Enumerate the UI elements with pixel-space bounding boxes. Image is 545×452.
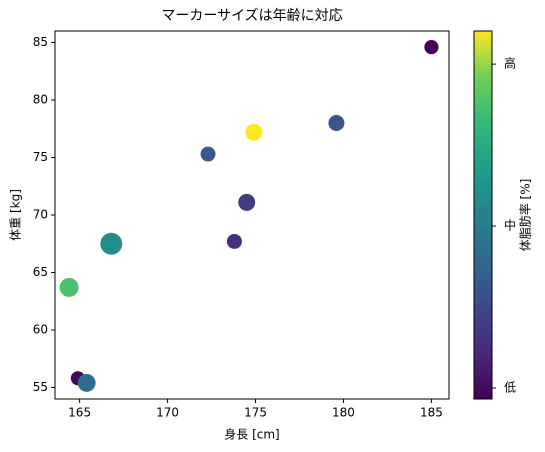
- x-axis-label: 身長 [cm]: [224, 427, 279, 442]
- point: [100, 232, 123, 255]
- y-axis-label: 体重 [kg]: [9, 189, 23, 241]
- point: [424, 40, 439, 55]
- y-tick-label: 70: [33, 208, 48, 222]
- y-tick-label: 75: [33, 150, 48, 164]
- point: [59, 277, 79, 297]
- x-tick-label: 180: [332, 406, 355, 420]
- point: [200, 146, 216, 162]
- colorbar: [473, 30, 493, 400]
- point: [328, 115, 345, 131]
- chart-title: マーカーサイズは年齢に対応: [161, 8, 342, 24]
- colorbar-label: 体脂肪率 [%]: [518, 179, 533, 252]
- point: [238, 193, 256, 211]
- x-tick-label: 165: [68, 406, 91, 420]
- y-tick-label: 55: [33, 380, 48, 394]
- plot-frame: [54, 30, 450, 400]
- x-tick-label: 185: [420, 406, 443, 420]
- y-tick-label: 85: [33, 35, 48, 49]
- colorbar-tick-label: 高: [504, 56, 516, 71]
- y-tick-label: 80: [33, 93, 48, 107]
- point: [77, 373, 96, 392]
- x-tick-label: 170: [156, 406, 179, 420]
- colorbar-tick-label: 低: [504, 380, 516, 394]
- x-tick-label: 175: [244, 406, 267, 420]
- colorbar-tick-label: 中: [504, 218, 516, 233]
- point: [226, 233, 242, 249]
- y-tick-label: 60: [33, 323, 48, 337]
- y-tick-label: 65: [33, 265, 48, 279]
- point: [245, 123, 263, 141]
